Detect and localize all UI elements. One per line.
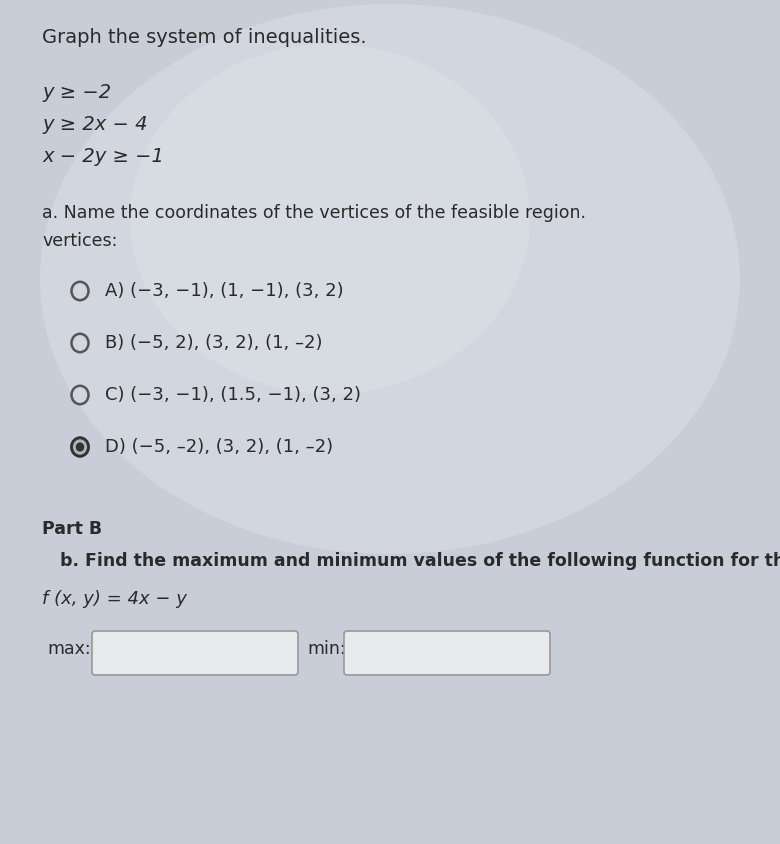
FancyBboxPatch shape — [344, 631, 550, 675]
Text: a. Name the coordinates of the vertices of the feasible region.: a. Name the coordinates of the vertices … — [42, 203, 586, 222]
Text: y ≥ 2x − 4: y ≥ 2x − 4 — [42, 115, 147, 134]
Text: C) (−3, −1), (1.5, −1), (3, 2): C) (−3, −1), (1.5, −1), (3, 2) — [105, 386, 361, 403]
Text: D) (−5, –2), (3, 2), (1, –2): D) (−5, –2), (3, 2), (1, –2) — [105, 437, 333, 456]
Text: x − 2y ≥ −1: x − 2y ≥ −1 — [42, 147, 164, 165]
Text: f (x, y) = 4x − y: f (x, y) = 4x − y — [42, 589, 187, 608]
Text: vertices:: vertices: — [42, 232, 117, 250]
FancyBboxPatch shape — [92, 631, 298, 675]
Text: b. Find the maximum and minimum values of the following function for this region: b. Find the maximum and minimum values o… — [60, 551, 780, 570]
Text: A) (−3, −1), (1, −1), (3, 2): A) (−3, −1), (1, −1), (3, 2) — [105, 282, 344, 300]
Text: y ≥ −2: y ≥ −2 — [42, 83, 111, 102]
Text: max:: max: — [47, 639, 90, 657]
Ellipse shape — [130, 45, 530, 394]
Text: min:: min: — [307, 639, 346, 657]
Text: B) (−5, 2), (3, 2), (1, –2): B) (−5, 2), (3, 2), (1, –2) — [105, 333, 322, 352]
Ellipse shape — [72, 438, 88, 457]
Text: Part B: Part B — [42, 519, 102, 538]
Text: Graph the system of inequalities.: Graph the system of inequalities. — [42, 28, 367, 47]
Ellipse shape — [76, 443, 84, 452]
Ellipse shape — [40, 5, 740, 555]
